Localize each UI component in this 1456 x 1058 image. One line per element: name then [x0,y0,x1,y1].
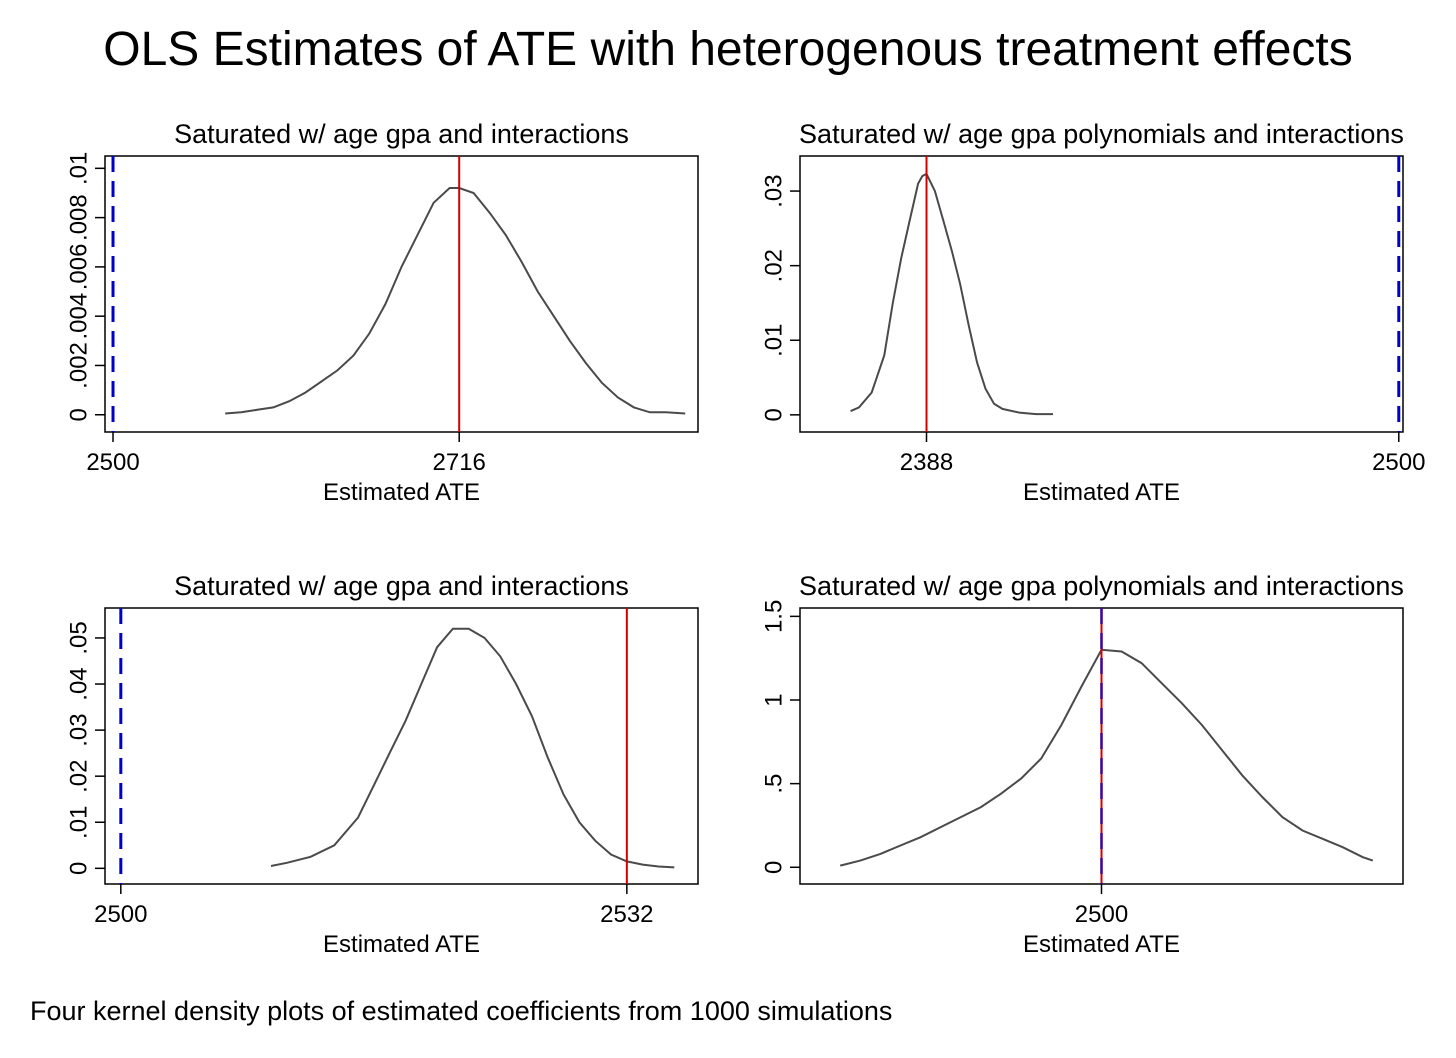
plot-frame [104,155,699,433]
y-tick-label: .008 [66,194,93,241]
y-tick-label: .05 [66,621,93,654]
x-tick-label: 2500 [1075,901,1128,928]
panel-bottom-left: Saturated w/ age gpa and interactions 0 .0… [66,571,699,958]
y-tick-label: 0 [761,408,788,421]
panel-title: Saturated w/ age gpa polynomials and int… [799,571,1404,601]
density-curve [270,627,675,869]
y-tick-label: .02 [66,759,93,792]
x-axis-label: Estimated ATE [1023,479,1180,506]
plot-frame [799,155,1404,433]
x-tick-label: 2388 [900,449,953,476]
y-tick-label: 0 [761,861,788,874]
y-tick-label: .002 [66,342,93,389]
x-axis-label: Estimated ATE [323,931,480,958]
y-tick-label: .01 [66,806,93,839]
figure-caption: Four kernel density plots of estimated c… [30,996,893,1026]
x-tick-label: 2500 [1372,449,1425,476]
figure-title: OLS Estimates of ATE with heterogenous t… [103,23,1353,76]
y-tick-label: .01 [66,152,93,185]
y-tick-label: .5 [761,774,788,794]
density-curve [225,187,686,415]
x-tick-label: 2500 [86,449,139,476]
y-tick-label: 1.5 [761,600,788,633]
panel-top-right: Saturated w/ age gpa polynomials and int… [761,119,1426,506]
y-tick-label: .03 [761,174,788,207]
y-tick-label: .01 [761,324,788,357]
density-curve [839,648,1374,867]
plot-frame [104,607,699,885]
x-axis-label: Estimated ATE [1023,931,1180,958]
y-tick-label: 0 [66,862,93,875]
density-curve [850,172,1053,416]
x-axis-label: Estimated ATE [323,479,480,506]
panel-title: Saturated w/ age gpa and interactions [174,119,629,149]
x-tick-label: 2500 [94,901,147,928]
y-tick-label: .02 [761,249,788,282]
y-tick-label: .004 [66,293,93,340]
x-tick-label: 2532 [600,901,653,928]
y-tick-label: .006 [66,244,93,291]
panel-title: Saturated w/ age gpa polynomials and int… [799,119,1404,149]
x-tick-label: 2716 [433,449,486,476]
y-tick-label: .03 [66,713,93,746]
y-tick-label: .04 [66,667,93,700]
panel-title: Saturated w/ age gpa and interactions [174,571,629,601]
y-tick-label: 1 [761,693,788,706]
y-tick-label: 0 [66,408,93,421]
panel-bottom-right: Saturated w/ age gpa polynomials and int… [761,571,1404,958]
panel-top-left: Saturated w/ age gpa and interactions 0 .0… [66,119,699,506]
